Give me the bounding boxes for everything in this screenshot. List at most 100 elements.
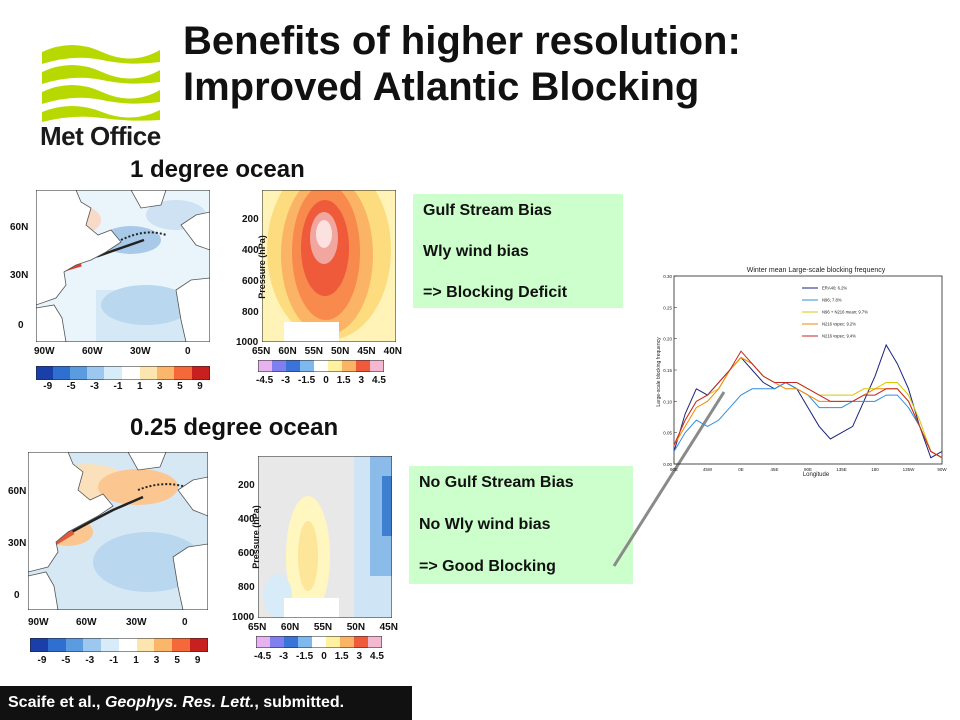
cbar-tick: -1.5 (298, 375, 316, 386)
legend-label: N96; 7.8% (822, 298, 842, 303)
cbar-tick: 1 (133, 655, 139, 666)
citation-journal: Geophys. Res. Lett. (104, 694, 255, 711)
cbar-tick: 1 (136, 381, 143, 392)
chart-title: Winter mean Large-scale blocking frequen… (747, 267, 886, 274)
x-tick: 60N (280, 622, 300, 633)
chart-x-tick: 45W (703, 467, 713, 472)
chart-x-tick: 45E (770, 467, 778, 472)
cbar-tick: 5 (177, 381, 183, 392)
map2-lon-90w: 90W (28, 617, 49, 628)
box2-line-2: No Wly wind bias (419, 516, 551, 533)
chart-y-tick: 0.20 (663, 337, 672, 342)
x-tick: 50N (346, 622, 366, 633)
chart-x-label: Longitude (803, 472, 830, 478)
chart-x-tick: 90E (670, 467, 678, 472)
pointer-arrow (612, 391, 726, 567)
x-tick: 65N (248, 622, 267, 633)
chart-x-tick: 90W (937, 467, 947, 472)
map2-colorbar (30, 638, 208, 652)
logo-text: Met Office (40, 121, 161, 151)
title-line-1: Benefits of higher resolution: (183, 19, 741, 63)
section1-colorbar-ticks: -4.5 -3 -1.5 0 1.5 3 4.5 (256, 375, 386, 386)
cbar-tick: 1.5 (336, 375, 351, 386)
x-tick: 65N (252, 346, 271, 357)
chart-y-label: Large-scale blocking frequency (656, 337, 662, 407)
section2-y-tick: 200 (238, 480, 255, 491)
section1-y-tick: 400 (242, 245, 259, 256)
x-tick: 40N (383, 346, 402, 357)
cbar-tick: 0 (321, 651, 327, 662)
section2-y-tick: 600 (238, 548, 255, 559)
cbar-tick: 4.5 (370, 651, 384, 662)
section1-y-tick: 1000 (236, 337, 259, 348)
cbar-tick: -5 (61, 655, 71, 666)
x-tick: 55N (304, 346, 324, 357)
section2-y-tick: 1000 (232, 612, 255, 623)
chart-y-tick: 0.10 (663, 399, 672, 404)
legend-label: N216 vspec; 9.4% (822, 334, 856, 339)
x-tick: 45N (379, 622, 398, 633)
x-tick: 45N (357, 346, 376, 357)
cbar-tick: 3 (356, 651, 363, 662)
cbar-tick: -9 (37, 655, 47, 666)
cbar-tick: 3 (358, 375, 365, 386)
x-tick: 60N (278, 346, 297, 357)
chart-x-tick: 0E (738, 467, 744, 472)
section1-y-tick: 200 (242, 214, 259, 225)
cbar-tick: 1.5 (334, 651, 349, 662)
panel-2-label: 0.25 degree ocean (130, 414, 339, 441)
sst-bias-map-2 (28, 452, 208, 610)
map1-lon-30w: 30W (130, 346, 151, 357)
cbar-tick: 3 (157, 381, 163, 392)
cbar-tick: -4.5 (254, 651, 272, 662)
map2-lat-0: 0 (14, 590, 20, 601)
legend-label: N216 vspec; 9.2% (822, 322, 856, 327)
section2-y-tick: 800 (238, 582, 255, 593)
chart-y-tick: 0.15 (663, 368, 672, 373)
chart-y-tick: 0.30 (663, 274, 672, 279)
map2-lon-60w: 60W (76, 617, 97, 628)
cbar-tick: -3 (281, 375, 291, 386)
section1-colorbar (258, 360, 384, 372)
chart-frame (673, 275, 943, 465)
series-line (673, 350, 943, 459)
cbar-tick: -1 (113, 381, 123, 392)
wind-section-2 (258, 456, 392, 618)
map1-lat-60n: 60N (10, 222, 29, 233)
legend-label: N96 + N216 mean; 9.7% (822, 310, 868, 315)
map1-lon-90w: 90W (34, 346, 55, 357)
citation-authors: Scaife et al., (8, 694, 105, 711)
box1-line-2: Wly wind bias (423, 243, 529, 260)
cbar-tick: -1 (109, 655, 119, 666)
cbar-tick: 9 (197, 381, 203, 392)
cbar-tick: 4.5 (372, 375, 386, 386)
bias-box-1: Gulf Stream Bias Wly wind bias => Blocki… (413, 194, 623, 308)
map1-colorbar-ticks: -9 -5 -3 -1 1 3 5 9 (36, 381, 210, 393)
cbar-tick: -3 (279, 651, 289, 662)
map1-lat-30n: 30N (10, 270, 29, 281)
map1-lat-0: 0 (18, 320, 24, 331)
chart-y-tick: 0.00 (663, 462, 672, 467)
cbar-tick: 9 (194, 655, 201, 666)
box1-line-1: Gulf Stream Bias (423, 202, 552, 219)
sst-bias-map-1 (36, 190, 210, 342)
chart-y-tick: 0.25 (663, 305, 672, 310)
map1-colorbar (36, 366, 210, 380)
cbar-tick: 5 (174, 655, 180, 666)
blocking-chart: Winter mean Large-scale blocking frequen… (654, 262, 954, 478)
map2-lat-60n: 60N (8, 486, 27, 497)
section2-y-title: Pressure (hPa) (251, 505, 261, 569)
cbar-tick: -4.5 (256, 375, 274, 386)
map2-colorbar-ticks: -9 -5 -3 -1 1 3 5 9 (30, 655, 208, 666)
wind-section-1 (262, 190, 396, 342)
section2-colorbar (256, 636, 382, 648)
cbar-tick: -5 (66, 381, 76, 392)
cbar-tick: -3 (90, 381, 99, 392)
cbar-tick: -9 (43, 381, 53, 392)
x-tick: 55N (313, 622, 333, 633)
x-tick: 50N (330, 346, 350, 357)
series-line (673, 343, 943, 459)
slide-title: Benefits of higher resolution: Improved … (183, 18, 741, 110)
cbar-tick: -3 (85, 655, 95, 666)
map2-lat-30n: 30N (8, 538, 27, 549)
